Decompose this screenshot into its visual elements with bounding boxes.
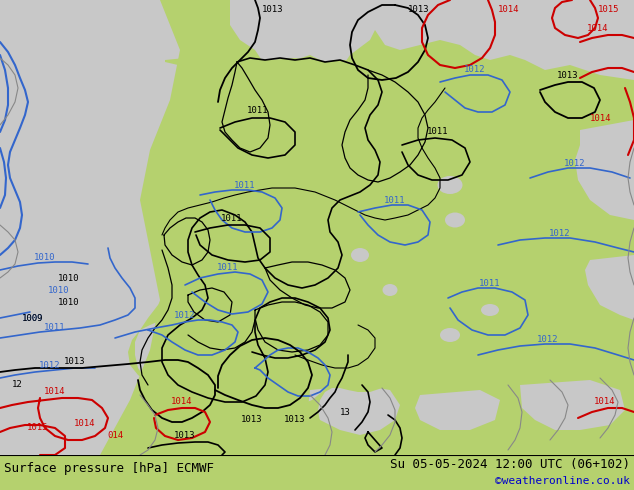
- Text: 1014: 1014: [171, 397, 193, 406]
- Text: 1010: 1010: [58, 273, 79, 283]
- Text: 1010: 1010: [58, 297, 79, 307]
- Text: 1011: 1011: [44, 323, 66, 332]
- Polygon shape: [128, 58, 448, 455]
- Polygon shape: [520, 380, 625, 430]
- Text: 1009: 1009: [22, 314, 44, 322]
- Polygon shape: [370, 0, 634, 80]
- Polygon shape: [415, 390, 500, 430]
- Text: 1011: 1011: [234, 181, 256, 190]
- Text: 1013: 1013: [557, 71, 579, 80]
- Ellipse shape: [440, 328, 460, 342]
- Text: 1013: 1013: [64, 357, 86, 366]
- Polygon shape: [308, 385, 400, 435]
- Text: 014: 014: [107, 431, 123, 440]
- Ellipse shape: [437, 176, 462, 194]
- Text: 1014: 1014: [590, 114, 612, 122]
- Text: 1014: 1014: [44, 387, 66, 396]
- Text: 1014: 1014: [587, 24, 609, 33]
- Text: 1012: 1012: [537, 335, 559, 344]
- Text: 12: 12: [12, 379, 23, 389]
- Text: 1011: 1011: [384, 196, 406, 205]
- Text: 1012: 1012: [39, 361, 61, 370]
- Ellipse shape: [481, 304, 499, 316]
- Text: 1014: 1014: [74, 419, 96, 428]
- Text: 1011: 1011: [217, 263, 239, 272]
- Text: 1015: 1015: [598, 5, 619, 14]
- Text: 1010: 1010: [48, 286, 70, 294]
- Text: 1012: 1012: [549, 229, 571, 238]
- Text: 1010: 1010: [34, 253, 56, 262]
- Text: 1011: 1011: [247, 106, 269, 115]
- Text: 1012: 1012: [464, 65, 486, 74]
- Polygon shape: [230, 0, 380, 70]
- Text: Su 05-05-2024 12:00 UTC (06+102): Su 05-05-2024 12:00 UTC (06+102): [390, 458, 630, 471]
- Text: 1011: 1011: [427, 127, 449, 136]
- Text: 1011: 1011: [479, 279, 501, 288]
- Text: 1013: 1013: [262, 5, 283, 14]
- Text: 1009: 1009: [22, 314, 44, 322]
- Text: 1013: 1013: [174, 431, 196, 440]
- Text: 1015: 1015: [27, 423, 49, 432]
- Text: 1013: 1013: [408, 5, 429, 14]
- Text: ©weatheronline.co.uk: ©weatheronline.co.uk: [495, 476, 630, 486]
- Text: 1011: 1011: [221, 214, 243, 223]
- Text: 13: 13: [340, 408, 351, 417]
- Text: 1014: 1014: [594, 397, 616, 406]
- Polygon shape: [575, 120, 634, 220]
- Text: Surface pressure [hPa] ECMWF: Surface pressure [hPa] ECMWF: [4, 462, 214, 475]
- Polygon shape: [585, 255, 634, 320]
- Text: 1013: 1013: [242, 415, 262, 424]
- Ellipse shape: [382, 284, 398, 296]
- Text: 1013: 1013: [284, 415, 306, 424]
- Text: 1012: 1012: [174, 311, 196, 320]
- Text: 1012: 1012: [564, 159, 586, 168]
- Ellipse shape: [351, 248, 369, 262]
- Ellipse shape: [445, 213, 465, 227]
- Polygon shape: [0, 0, 180, 455]
- Text: 1014: 1014: [498, 5, 519, 14]
